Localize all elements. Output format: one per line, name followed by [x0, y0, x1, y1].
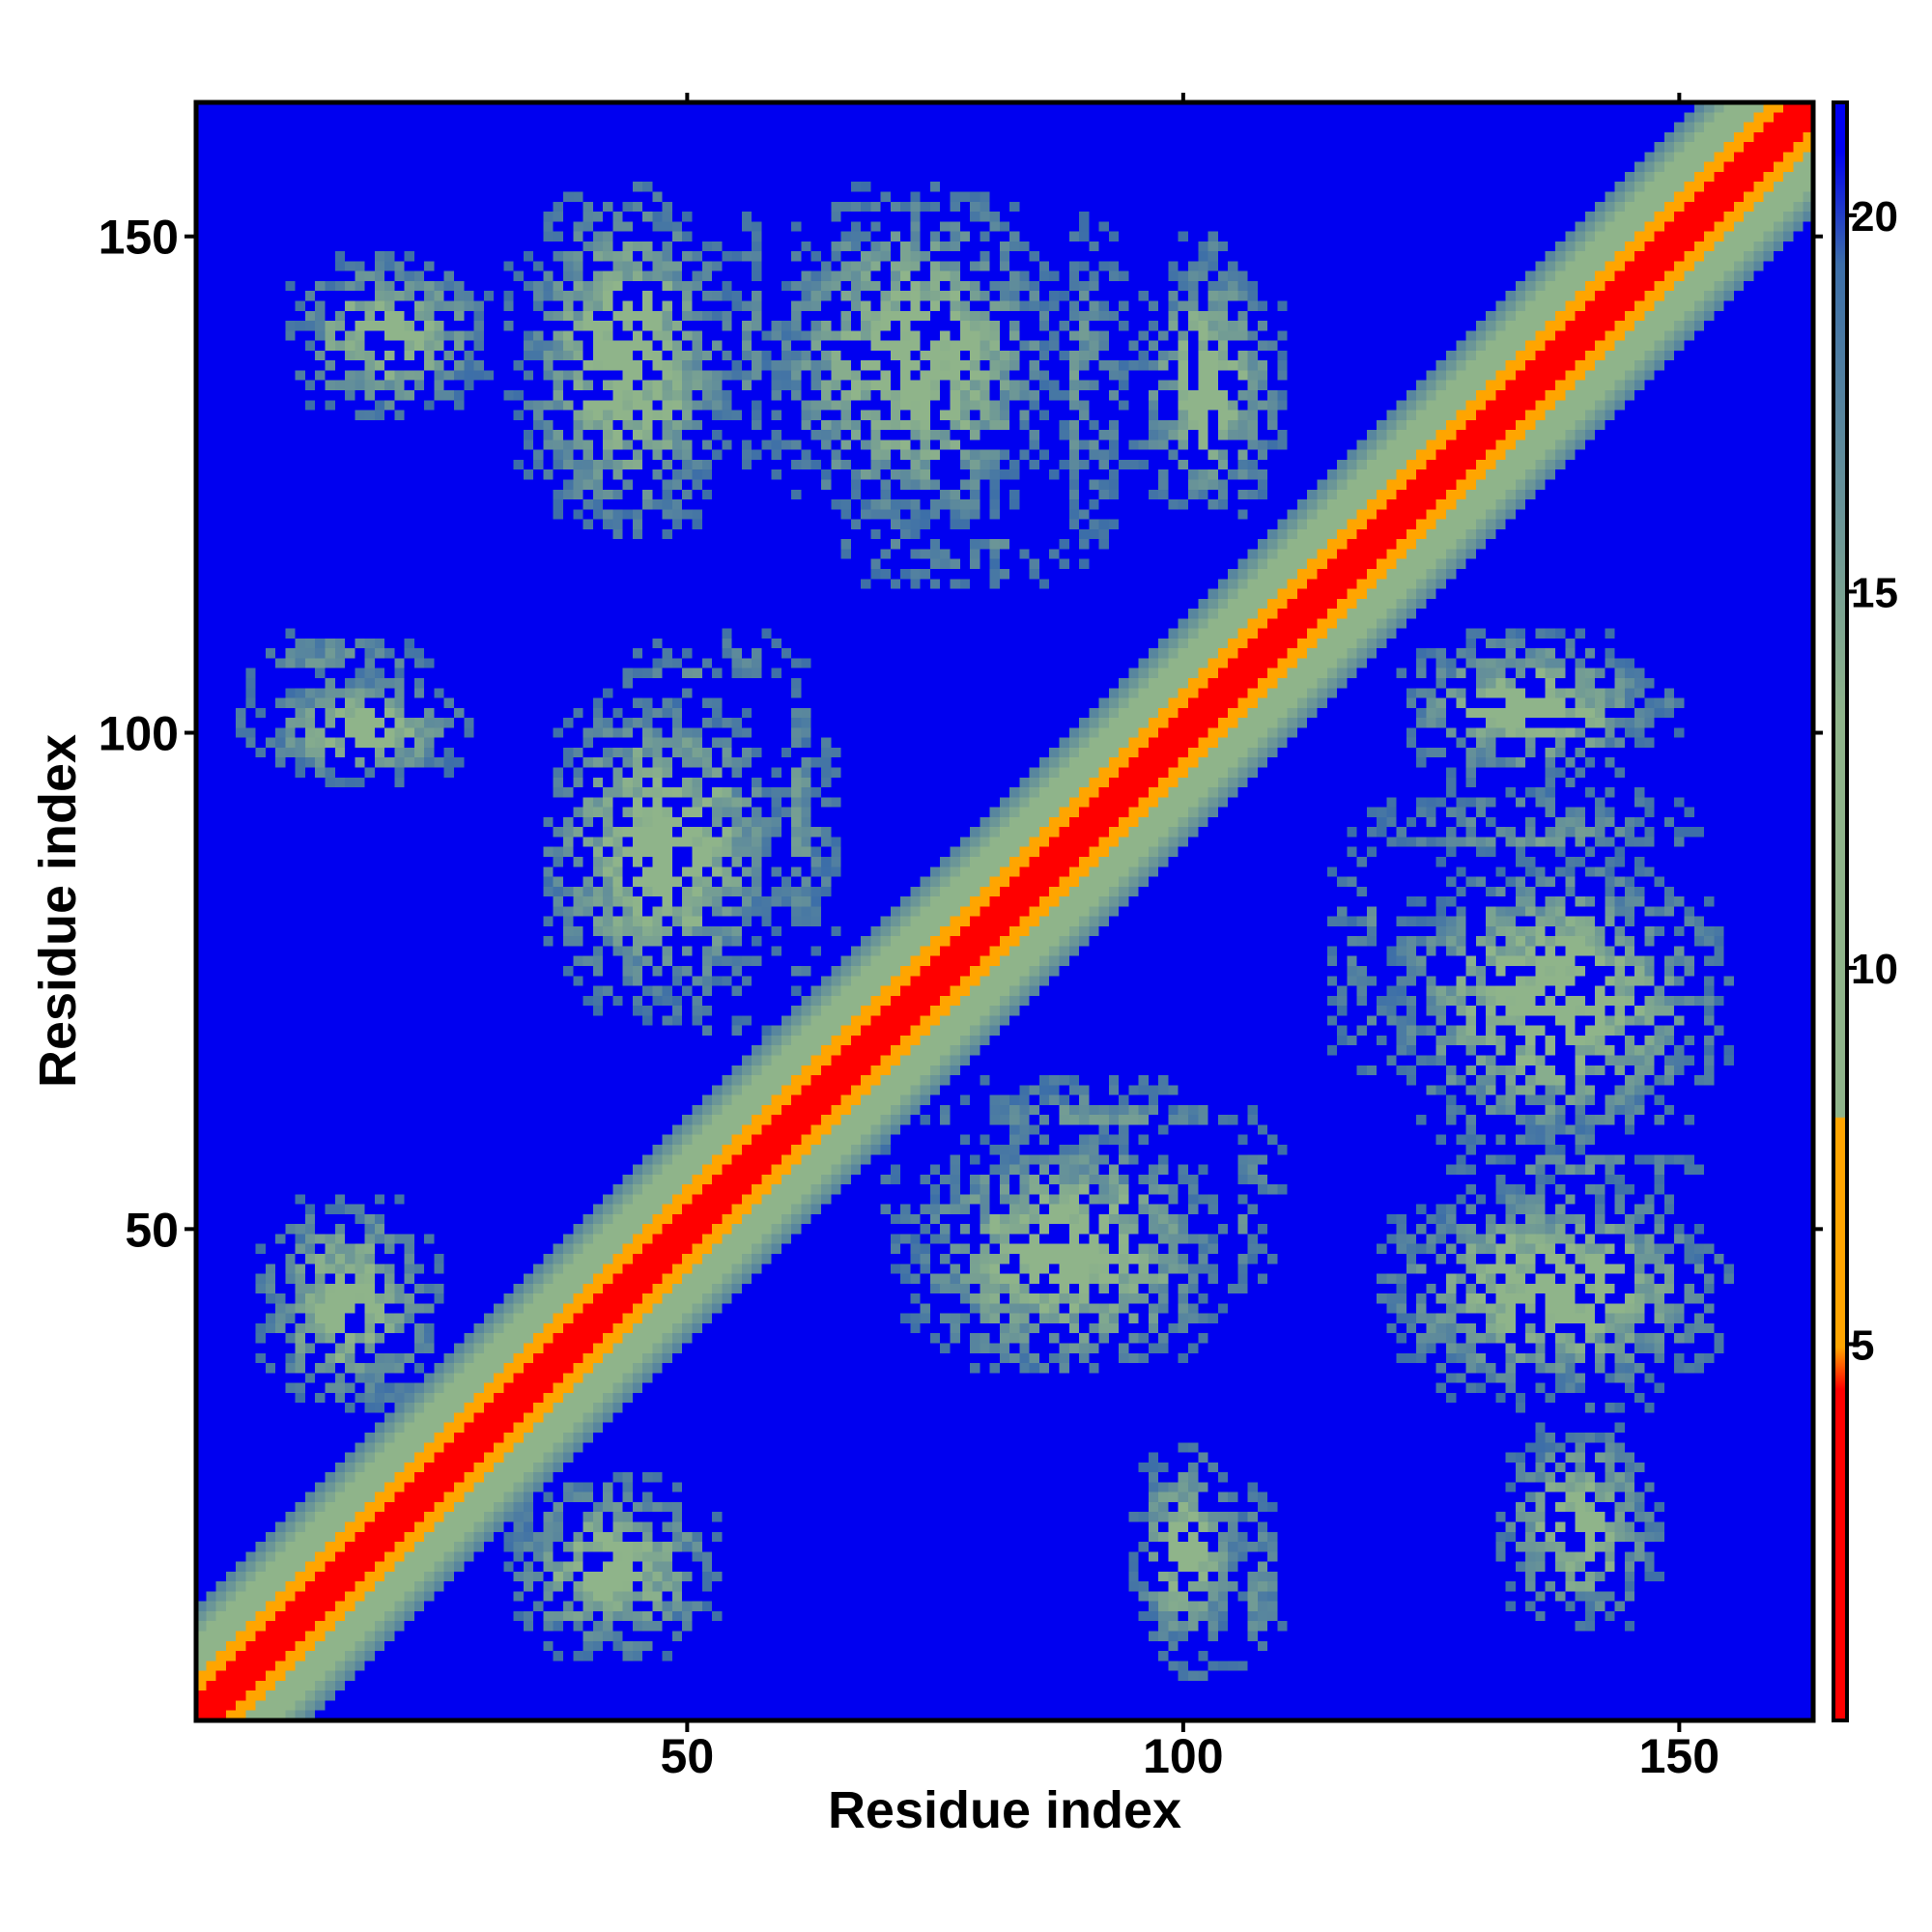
y-axis: 50 100 150: [99, 211, 1823, 1257]
plot-frame: [193, 99, 1816, 1723]
heatmap-image: [196, 102, 1813, 1720]
x-tick-label: 50: [661, 1729, 715, 1783]
y-tick-label: 150: [99, 211, 179, 265]
x-axis: 50 100 150: [661, 93, 1719, 1783]
y-tick-label: 100: [99, 707, 179, 761]
x-tick-label: 150: [1639, 1729, 1719, 1783]
colorbar: 5 10 15 20: [1832, 100, 1898, 1722]
colorbar-scale: [1832, 100, 1849, 1722]
y-axis-title: Residue index: [29, 734, 87, 1088]
x-axis-title: Residue index: [828, 1781, 1181, 1839]
colorbar-tick-label: 10: [1851, 946, 1898, 993]
colorbar-tick-label: 15: [1851, 569, 1898, 616]
y-tick-label: 50: [125, 1203, 179, 1257]
colorbar-tick-label: 20: [1851, 193, 1898, 241]
x-tick-label: 100: [1143, 1729, 1223, 1783]
heatmap-cells: [196, 102, 1813, 1720]
colorbar-tick-label: 5: [1851, 1321, 1874, 1369]
